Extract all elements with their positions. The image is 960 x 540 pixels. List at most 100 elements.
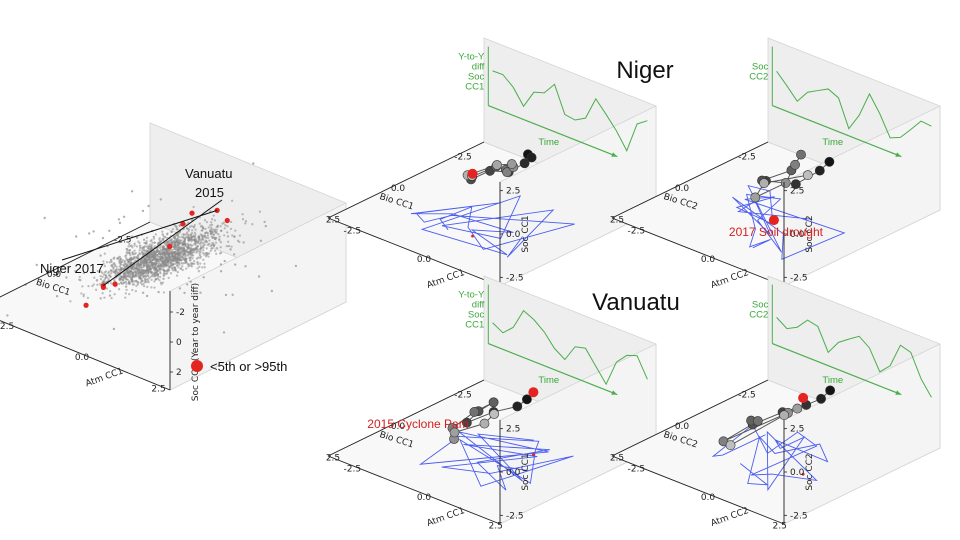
x-tick-label: -2.5	[738, 152, 756, 162]
cloud-point	[182, 242, 185, 245]
cloud-point	[138, 244, 142, 247]
cloud-point	[223, 259, 226, 263]
cloud-point	[184, 233, 188, 236]
cloud-point	[144, 281, 147, 284]
cloud-point	[164, 262, 167, 265]
cloud-point	[126, 249, 129, 252]
cloud-point	[131, 251, 134, 254]
trajectory-point	[526, 152, 537, 163]
cloud-point	[192, 259, 196, 263]
cloud-point	[244, 265, 247, 268]
cloud-point	[166, 260, 170, 264]
cloud-point	[159, 198, 162, 201]
wall-text-line: diff	[472, 299, 485, 310]
cloud-point	[184, 242, 187, 246]
cloud-point	[171, 264, 175, 267]
cloud-point	[209, 209, 212, 213]
cloud-point	[263, 220, 266, 224]
trajectory-point	[752, 416, 763, 426]
cloud-point	[103, 296, 106, 299]
cloud-point	[189, 280, 192, 283]
cloud-point	[141, 209, 145, 213]
cloud-point	[152, 235, 155, 239]
cloud-point	[161, 281, 165, 284]
cloud-point	[139, 273, 143, 277]
cloud-point	[132, 256, 136, 259]
cloud-point	[179, 249, 182, 252]
cloud-point	[205, 220, 209, 224]
cloud-point	[173, 255, 176, 258]
cloud-point	[122, 279, 125, 282]
cloud-point	[159, 281, 163, 284]
cloud-point	[215, 246, 219, 250]
cloud-point	[99, 254, 102, 257]
cloud-point	[74, 270, 77, 273]
cloud-point	[198, 248, 202, 251]
cloud-point	[108, 294, 112, 297]
cloud-point	[162, 248, 166, 251]
y-tick-label: 2.5	[151, 384, 165, 394]
trajectory-point	[725, 440, 736, 451]
trajectory-point	[814, 165, 825, 176]
cloud-point	[238, 234, 242, 237]
cloud-point	[154, 233, 157, 236]
trajectory-point	[449, 427, 460, 438]
cloud-point	[134, 289, 138, 293]
cloud-point	[185, 231, 189, 234]
cloud-point	[110, 260, 113, 263]
z-axis-label: Soc CC2	[805, 453, 815, 490]
cloud-point	[145, 240, 148, 243]
cloud-point	[229, 227, 233, 231]
cloud-point	[173, 244, 177, 247]
cloud-point	[151, 263, 155, 267]
y-tick-label: 0.0	[417, 255, 432, 265]
wall-text-line: Soc	[752, 61, 769, 72]
cloud-point	[167, 256, 171, 259]
cloud-point	[211, 228, 214, 231]
cloud-point	[219, 225, 222, 228]
cloud-point	[210, 247, 213, 250]
cloud-point	[200, 229, 203, 232]
cloud-point	[182, 250, 185, 254]
cloud-point	[199, 262, 202, 265]
cloud-point	[95, 279, 99, 282]
cloud-point	[189, 264, 193, 267]
cloud-point	[190, 232, 194, 235]
cloud-point	[128, 292, 131, 296]
cloud-point	[187, 265, 190, 268]
z-tick-label: 0	[176, 338, 182, 348]
legend: <5th or >95th	[191, 359, 287, 374]
cloud-point	[159, 240, 163, 243]
cloud-point	[158, 262, 161, 266]
cloud-point	[204, 227, 207, 231]
cloud-point	[189, 233, 192, 236]
y-tick-label: 0.0	[701, 493, 716, 503]
z-tick-label: 0.0	[790, 468, 805, 478]
cloud-point	[205, 236, 208, 239]
cloud-point	[135, 280, 138, 283]
cloud-point	[133, 244, 136, 247]
cloud-point	[142, 284, 146, 288]
cloud-point	[136, 283, 140, 286]
cloud-point	[147, 274, 150, 277]
cloud-point	[231, 234, 234, 237]
cloud-point	[125, 257, 128, 260]
cloud-point	[153, 245, 156, 248]
time-series-line	[776, 70, 932, 139]
y-axis-line	[0, 320, 171, 391]
cloud-point	[191, 257, 194, 260]
cloud-point	[94, 288, 98, 291]
highlight-point	[798, 392, 809, 403]
cloud-point	[158, 255, 161, 259]
cloud-point	[135, 272, 138, 275]
cloud-point	[170, 266, 174, 269]
z-tick-label: -2.5	[790, 273, 808, 283]
cloud-point	[207, 255, 210, 258]
cloud-point	[179, 253, 182, 256]
x-tick-label: 0.0	[675, 184, 690, 194]
cloud-point	[199, 291, 202, 294]
cloud-point	[226, 235, 230, 238]
floor-trace	[732, 184, 846, 260]
cloud-point	[150, 278, 153, 281]
